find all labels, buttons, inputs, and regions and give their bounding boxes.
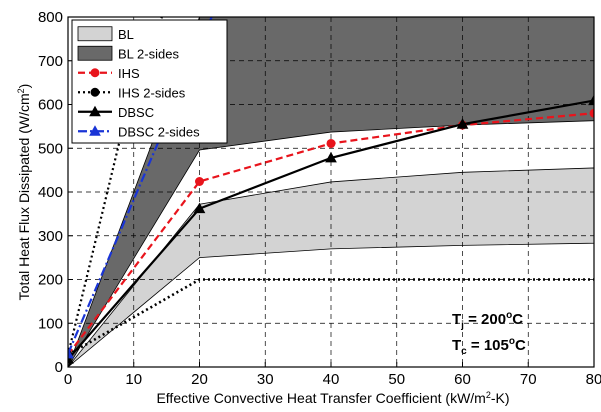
point-ihs [589, 108, 594, 118]
y-tick-label: 500 [38, 140, 63, 157]
annotation-case-temperature: Tc = 105oC [452, 336, 526, 357]
x-tick-label: 60 [454, 371, 471, 388]
y-tick-label: 0 [55, 359, 63, 376]
y-tick-label: 200 [38, 272, 63, 289]
x-tick-label: 10 [125, 371, 142, 388]
point-dbsc [325, 151, 337, 163]
y-tick-label: 100 [38, 315, 63, 332]
legend-marker-dbsc-2-sides [89, 125, 101, 136]
point-ihs [195, 177, 204, 186]
tick-layer: 0 10 20 30 40 50 60 70 8001002003004005006007008… [38, 9, 601, 388]
y-tick-label: 300 [38, 228, 63, 245]
point-ihs [326, 138, 336, 148]
temperature-annotation: Tj = 200oC Tc = 105oC [452, 310, 526, 357]
legend-swatch-bl [77, 26, 113, 42]
legend-label-ihs: IHS [118, 66, 140, 81]
legend-marker-ihs [90, 68, 100, 78]
annotation-junction-temperature: Tj = 200oC [452, 310, 523, 331]
legend-label-bl: BL [118, 27, 134, 42]
point-dbsc [588, 94, 594, 106]
legend-label-dbsc-2-sides: DBSC 2-sides [118, 124, 200, 139]
y-tick-label: 600 [38, 97, 63, 114]
y-tick-label: 700 [38, 53, 63, 70]
legend-label-bl-2-sides: BL 2-sides [118, 46, 179, 61]
x-axis-label: Effective Convective Heat Transfer Coeff… [156, 390, 509, 406]
y-tick-label: 400 [38, 184, 63, 201]
legend: BL BL 2-sides IHS IHS 2-sides DBSC DBSC 2-sid… [71, 19, 228, 144]
legend-label-dbsc: DBSC [118, 105, 154, 120]
x-tick-label: 50 [388, 371, 405, 388]
x-tick-label: 40 [323, 371, 340, 388]
y-tick-label: 800 [38, 9, 63, 26]
x-tick-label: 0 [64, 371, 72, 388]
x-tick-label: 20 [191, 371, 208, 388]
point-dbsc [193, 202, 206, 214]
point-dbsc-2-sides [68, 347, 74, 359]
series-layer [68, 17, 594, 364]
point-dbsc [456, 118, 469, 129]
legend-marker-dbsc [89, 105, 101, 117]
x-tick-label: 30 [257, 371, 274, 388]
legend-label-ihs-2-sides: IHS 2-sides [118, 85, 186, 100]
legend-swatch-bl-2-sides [77, 45, 113, 61]
legend-marker-ihs-2-sides [90, 87, 100, 97]
y-axis-label: Total Heat Flux Dissipated (W/cm2) [16, 84, 32, 301]
x-tick-label: 70 [520, 371, 537, 388]
series-line-ihs-2-sides [68, 278, 594, 356]
x-tick-label: 80 [586, 371, 601, 388]
